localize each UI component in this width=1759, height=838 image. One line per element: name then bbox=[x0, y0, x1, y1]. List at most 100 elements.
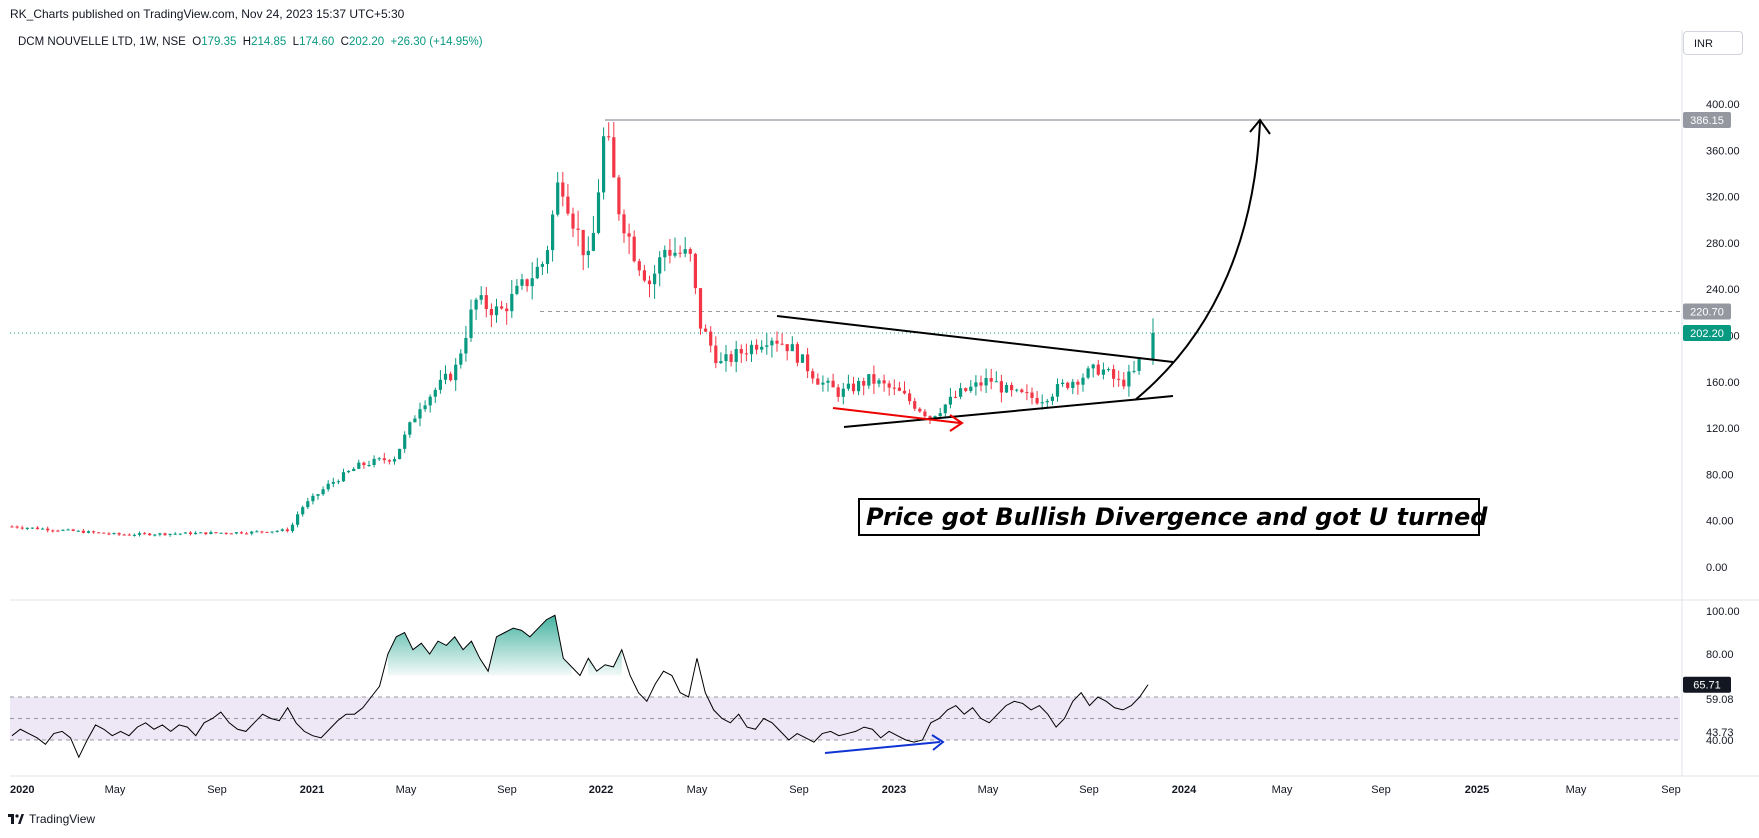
candle-body bbox=[969, 386, 973, 391]
candle-body bbox=[637, 261, 641, 271]
candle-body bbox=[729, 354, 733, 362]
candle-body bbox=[479, 295, 483, 300]
candle-body bbox=[902, 390, 907, 394]
candle-body bbox=[790, 344, 794, 352]
price-tick-label: 40.00 bbox=[1706, 516, 1734, 528]
candle-body bbox=[979, 382, 983, 386]
candle-body bbox=[413, 418, 417, 423]
candle-body bbox=[933, 416, 937, 419]
candle-body bbox=[653, 273, 657, 285]
candle-body bbox=[923, 411, 927, 417]
rsi-divergence-arrowhead bbox=[931, 734, 945, 751]
candle-body bbox=[1071, 381, 1075, 388]
candle-body bbox=[571, 213, 575, 229]
candles-group bbox=[10, 122, 1141, 537]
candle-body bbox=[831, 380, 835, 388]
candle-body bbox=[770, 340, 774, 346]
candle-body bbox=[857, 380, 861, 392]
candle-body bbox=[989, 378, 993, 382]
candle-body bbox=[775, 340, 779, 344]
close-label: C bbox=[340, 36, 349, 48]
candle-body bbox=[816, 378, 820, 385]
candle-body bbox=[71, 529, 75, 531]
candle-body bbox=[862, 380, 866, 386]
candle-body bbox=[734, 349, 738, 362]
rsi-marker-label: 59.08 bbox=[1706, 694, 1734, 706]
candle-body bbox=[489, 309, 493, 316]
candle-body bbox=[943, 404, 947, 414]
candle-body bbox=[204, 532, 208, 535]
candle-body bbox=[10, 526, 14, 528]
candle-body bbox=[974, 382, 978, 387]
candle-body bbox=[556, 182, 560, 215]
rsi-marker-label: 43.73 bbox=[1706, 727, 1734, 739]
candle-body bbox=[535, 266, 539, 279]
candle-body bbox=[46, 528, 50, 531]
annotation-box: Price got Bullish Divergence and got U t… bbox=[858, 498, 1487, 536]
symbol-legend: DCM NOUVELLE LTD, 1W, NSE O179.35 H214.8… bbox=[18, 36, 483, 48]
candle-body bbox=[755, 344, 759, 350]
rsi-line bbox=[11, 614, 1149, 759]
candle-body bbox=[892, 387, 896, 389]
time-tick-label: 2021 bbox=[300, 784, 324, 796]
candle-body bbox=[1020, 389, 1024, 393]
time-tick-label: Sep bbox=[207, 784, 227, 796]
candle-body bbox=[418, 409, 422, 419]
time-tick-label: May bbox=[687, 784, 708, 796]
candle-body bbox=[1055, 384, 1060, 397]
tradingview-brand[interactable]: TradingView bbox=[8, 812, 95, 826]
candle-body bbox=[372, 458, 376, 466]
price-marker-label: 386.15 bbox=[1690, 115, 1724, 127]
candle-body bbox=[668, 249, 672, 256]
candle-body bbox=[1035, 397, 1039, 404]
candle-body bbox=[510, 293, 514, 312]
candle-body bbox=[122, 534, 126, 536]
candle-body bbox=[168, 533, 172, 535]
price-tick-label: 400.00 bbox=[1706, 99, 1740, 111]
candle-body bbox=[612, 137, 616, 178]
candle-body bbox=[51, 530, 55, 532]
candle-body bbox=[484, 295, 488, 310]
candle-body bbox=[780, 343, 784, 345]
candle-body bbox=[709, 331, 713, 346]
candle-body bbox=[1132, 370, 1136, 372]
rsi-marker-label: 40.00 bbox=[1706, 735, 1734, 747]
candle-body bbox=[698, 288, 703, 329]
candle-body bbox=[678, 252, 682, 254]
price-divergence-arrowhead bbox=[949, 414, 964, 432]
price-marker-label: 220.70 bbox=[1690, 307, 1724, 319]
time-tick-label: Sep bbox=[1371, 784, 1391, 796]
projection-curve bbox=[1134, 121, 1261, 401]
price-tick-label: 360.00 bbox=[1706, 145, 1740, 157]
candle-body bbox=[321, 489, 325, 495]
candle-body bbox=[846, 383, 850, 389]
time-tick-label: 2024 bbox=[1172, 784, 1197, 796]
candle-body bbox=[260, 531, 264, 533]
candle-body bbox=[199, 532, 203, 534]
candle-body bbox=[806, 354, 810, 372]
candle-body bbox=[326, 483, 330, 490]
candle-body bbox=[61, 529, 65, 531]
candle-body bbox=[229, 533, 233, 535]
rsi-divergence-line bbox=[824, 741, 941, 754]
candle-body bbox=[525, 279, 529, 287]
candle-body bbox=[245, 533, 249, 535]
candle-body bbox=[627, 233, 631, 237]
candle-body bbox=[1127, 371, 1131, 387]
candle-body bbox=[178, 533, 182, 535]
candle-body bbox=[214, 532, 218, 534]
candle-body bbox=[882, 380, 886, 384]
candle-body bbox=[132, 534, 136, 536]
candle-body bbox=[918, 408, 922, 412]
candle-body bbox=[280, 529, 284, 531]
price-divergence-line bbox=[832, 407, 961, 424]
candle-body bbox=[1025, 392, 1029, 394]
candle-body bbox=[81, 530, 85, 533]
candle-body bbox=[347, 471, 351, 473]
candle-body bbox=[290, 524, 295, 532]
currency-selector[interactable]: INR bbox=[1683, 31, 1743, 55]
candle-body bbox=[336, 481, 340, 483]
candle-body bbox=[219, 532, 223, 534]
brand-name: TradingView bbox=[29, 812, 96, 826]
